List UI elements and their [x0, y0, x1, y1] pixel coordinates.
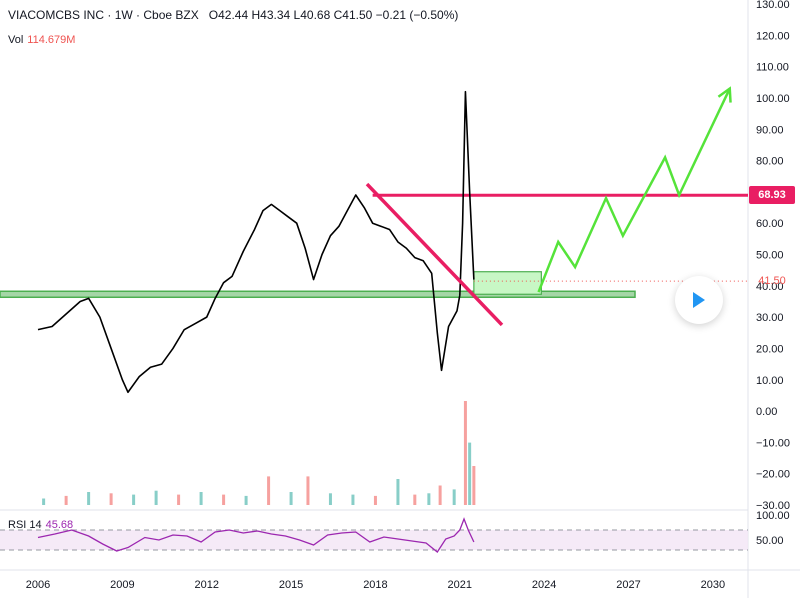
- volume-bar: [289, 492, 293, 505]
- y-tick-label: −30.00: [756, 500, 790, 512]
- interval-label[interactable]: 1W: [114, 8, 133, 22]
- volume-label: Vol: [8, 34, 24, 46]
- y-tick-label: −20.00: [756, 469, 790, 481]
- exchange-label: Cboe BZX: [143, 8, 199, 22]
- y-tick-label: 110.00: [756, 62, 789, 74]
- rsi-label-text: RSI 14: [8, 519, 42, 531]
- volume-bar: [373, 495, 377, 505]
- y-tick-label: 120.00: [756, 30, 790, 42]
- price-series-line: [37, 90, 475, 394]
- x-tick-label: 2021: [448, 579, 472, 591]
- volume-bar: [351, 494, 355, 505]
- y-tick-label: 40.00: [756, 281, 784, 293]
- y-tick-label: 20.00: [756, 343, 784, 355]
- x-tick-label: 2024: [532, 579, 556, 591]
- projection-path: [537, 88, 731, 293]
- y-tick-label: 50.00: [756, 250, 784, 262]
- volume-bar: [438, 485, 442, 505]
- high-value: 43.34: [260, 8, 291, 22]
- change-value: −0.21 (−0.50%): [375, 8, 459, 22]
- support-zone: [0, 290, 636, 299]
- volume-bar: [132, 494, 136, 505]
- x-tick-label: 2018: [363, 579, 387, 591]
- volume-bar: [177, 494, 181, 505]
- close-label: C: [333, 8, 343, 22]
- volume-bar: [244, 495, 248, 505]
- volume-bar: [267, 476, 271, 505]
- volume-bar: [413, 494, 417, 505]
- volume-legend: Vol 114.679M: [8, 34, 75, 46]
- x-tick-label: 2009: [110, 579, 134, 591]
- volume-bar: [472, 466, 476, 505]
- rsi-series-line: [37, 517, 475, 553]
- rsi-tick-label: 50.00: [756, 535, 784, 547]
- x-tick-label: 2030: [701, 579, 725, 591]
- y-tick-label: 0.00: [756, 406, 777, 418]
- y-tick-label: 60.00: [756, 218, 784, 230]
- downtrend-line: [365, 182, 504, 327]
- x-tick-label: 2006: [26, 579, 50, 591]
- volume-bar: [154, 490, 158, 505]
- volume-bar: [452, 489, 456, 505]
- y-tick-label: 80.00: [756, 156, 784, 168]
- volume-bar: [468, 442, 472, 505]
- y-tick-label: 100.00: [756, 93, 790, 105]
- volume-bar: [463, 401, 467, 505]
- x-tick-label: 2015: [279, 579, 303, 591]
- volume-bar: [306, 476, 310, 505]
- play-icon: [693, 292, 705, 308]
- y-tick-label: 90.00: [756, 124, 784, 136]
- rsi-legend: RSI 14 45.68: [8, 519, 73, 531]
- projection-arrowhead: [717, 86, 732, 103]
- resistance-price-tag: 68.93: [749, 186, 795, 205]
- y-tick-label: 130.00: [756, 0, 790, 11]
- high-label: H: [251, 8, 261, 22]
- rsi-tick-label: 100.00: [756, 510, 790, 522]
- last-price-tag: 41.50: [758, 275, 786, 288]
- low-value: 40.68: [300, 8, 331, 22]
- play-button[interactable]: [675, 276, 723, 324]
- symbol-name[interactable]: VIACOMCBS INC: [8, 8, 105, 22]
- volume-bar: [222, 494, 226, 505]
- volume-bar: [199, 492, 203, 505]
- open-value: 42.44: [218, 8, 249, 22]
- volume-value: 114.679M: [27, 34, 76, 46]
- volume-bar: [109, 493, 113, 505]
- volume-bar: [328, 493, 332, 505]
- x-tick-label: 2012: [194, 579, 218, 591]
- volume-bar: [396, 479, 400, 505]
- y-tick-label: −10.00: [756, 437, 790, 449]
- low-label: L: [293, 8, 301, 22]
- volume-bar: [427, 493, 431, 505]
- open-label: O: [208, 8, 219, 22]
- consolidation-box: [473, 271, 542, 295]
- y-tick-label: 30.00: [756, 312, 784, 324]
- symbol-header: VIACOMCBS INC · 1W · Cboe BZX O42.44 H43…: [8, 8, 459, 22]
- rsi-value: 45.68: [45, 519, 74, 531]
- close-value: 41.50: [342, 8, 373, 22]
- volume-bar: [87, 492, 91, 505]
- x-tick-label: 2027: [616, 579, 640, 591]
- volume-bar: [64, 495, 68, 505]
- volume-bar: [42, 498, 46, 505]
- y-tick-label: 10.00: [756, 375, 784, 387]
